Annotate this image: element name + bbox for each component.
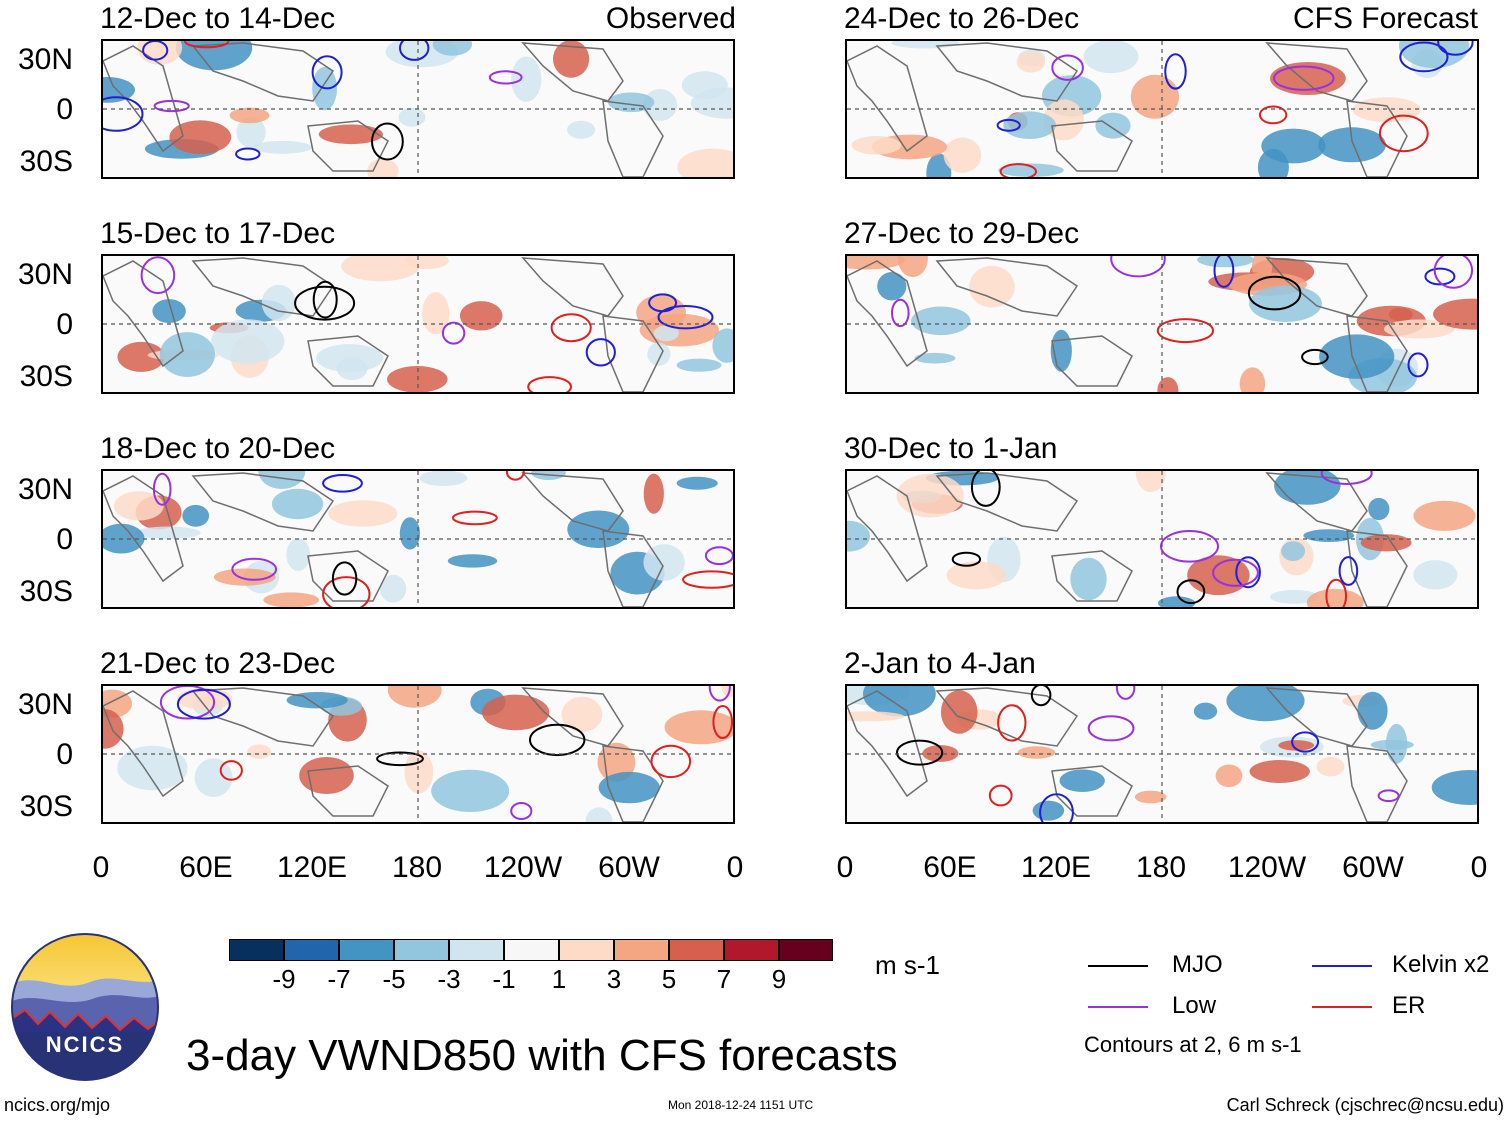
xlabel-right: 60E <box>923 851 977 884</box>
ylabel-30n: 30N <box>17 473 73 506</box>
xlabel-right: 180 <box>1135 851 1187 884</box>
panel-title-8: 2-Jan to 4-Jan <box>844 647 1036 680</box>
colorbar-box-6 <box>504 939 559 961</box>
xlabel-right: 0 <box>1470 851 1488 884</box>
legend-line-low <box>1088 1006 1148 1008</box>
map-field <box>103 471 733 607</box>
ylabel-30n: 30N <box>17 258 73 291</box>
colorbar-label: 3 <box>606 964 622 994</box>
colorbar-box-10 <box>724 939 779 961</box>
legend-line-er <box>1312 1006 1372 1008</box>
xlabel-left: 120W <box>483 851 563 884</box>
map-field <box>103 256 733 392</box>
colorbar-box-5 <box>449 939 504 961</box>
panel-title-3: 18-Dec to 20-Dec <box>100 432 336 465</box>
panel-title-4: 21-Dec to 23-Dec <box>100 647 336 680</box>
panel-title-5: 24-Dec to 26-Dec <box>844 2 1080 35</box>
cfs-forecast-label: CFS Forecast <box>1292 2 1478 35</box>
colorbar-label: -9 <box>272 964 296 994</box>
colorbar-units: m s-1 <box>875 950 940 980</box>
footer-url[interactable]: ncics.org/mjo <box>4 1095 111 1115</box>
ylabel-30s: 30S <box>19 790 73 823</box>
map-field <box>847 471 1477 607</box>
colorbar-label: -7 <box>327 964 351 994</box>
colorbar-box-4 <box>394 939 449 961</box>
legend-label-mjo: MJO <box>1172 951 1223 978</box>
ylabel-30s: 30S <box>19 360 73 393</box>
colorbar-label: 1 <box>551 964 567 994</box>
footer-timestamp: Mon 2018-12-24 1151 UTC <box>668 1098 814 1112</box>
map-panel <box>845 39 1479 179</box>
footer-credit: Carl Schreck (cjschrec@ncsu.edu) <box>1226 1095 1504 1115</box>
xlabel-right: 120E <box>1020 851 1092 884</box>
map-field <box>847 256 1477 392</box>
ylabel-eq: 0 <box>56 738 73 771</box>
map-field <box>103 41 733 177</box>
ncics-logo: NCICS <box>10 932 160 1082</box>
colorbar-label: -5 <box>382 964 406 994</box>
map-panel <box>845 684 1479 824</box>
logo-text: NCICS <box>45 1032 125 1057</box>
map-field <box>847 41 1477 177</box>
map-panel <box>101 39 735 179</box>
colorbar-label: -1 <box>492 964 516 994</box>
ylabel-30n: 30N <box>17 688 73 721</box>
map-panel <box>845 254 1479 394</box>
colorbar-label: 9 <box>771 964 787 994</box>
colorbar-box-2 <box>284 939 339 961</box>
observed-label: Observed <box>605 2 736 35</box>
ylabel-eq: 0 <box>56 93 73 126</box>
ylabel-eq: 0 <box>56 308 73 341</box>
legend-line-mjo <box>1088 965 1148 967</box>
legend-line-kelvin <box>1312 965 1372 967</box>
colorbar-label: 5 <box>661 964 677 994</box>
colorbar-box-9 <box>669 939 724 961</box>
panel-title-1: 12-Dec to 14-Dec <box>100 2 336 35</box>
map-field <box>847 686 1477 822</box>
legend-label-er: ER <box>1392 992 1426 1019</box>
xlabel-left: 60E <box>179 851 233 884</box>
ylabel-30n: 30N <box>17 43 73 76</box>
colorbar-box-1 <box>229 939 284 961</box>
ylabel-30s: 30S <box>19 575 73 608</box>
panel-title-7: 30-Dec to 1-Jan <box>844 432 1058 465</box>
xlabel-left: 60W <box>598 851 660 884</box>
colorbar-box-3 <box>339 939 394 961</box>
colorbar-label: 7 <box>716 964 732 994</box>
map-panel <box>101 469 735 609</box>
map-panel <box>101 254 735 394</box>
xlabel-left: 120E <box>276 851 348 884</box>
map-panel <box>845 469 1479 609</box>
legend-note: Contours at 2, 6 m s-1 <box>1084 1032 1302 1057</box>
legend-label-kelvin: Kelvin x2 <box>1392 951 1490 978</box>
xlabel-left: 180 <box>391 851 443 884</box>
ylabel-eq: 0 <box>56 523 73 556</box>
map-panel <box>101 684 735 824</box>
xlabel-right: 0 <box>836 851 854 884</box>
xlabel-right: 60W <box>1342 851 1404 884</box>
legend-label-low: Low <box>1172 992 1217 1019</box>
xlabel-right: 120W <box>1227 851 1307 884</box>
map-field <box>103 686 733 822</box>
xlabel-left: 0 <box>726 851 744 884</box>
panel-title-2: 15-Dec to 17-Dec <box>100 217 336 250</box>
ylabel-30s: 30S <box>19 145 73 178</box>
colorbar-label: -3 <box>437 964 461 994</box>
xlabel-left: 0 <box>92 851 110 884</box>
main-title: 3-day VWND850 with CFS forecasts <box>186 1031 898 1080</box>
colorbar-box-11 <box>779 939 833 961</box>
colorbar-box-8 <box>614 939 669 961</box>
colorbar-box-7 <box>559 939 614 961</box>
panel-title-6: 27-Dec to 29-Dec <box>844 217 1080 250</box>
